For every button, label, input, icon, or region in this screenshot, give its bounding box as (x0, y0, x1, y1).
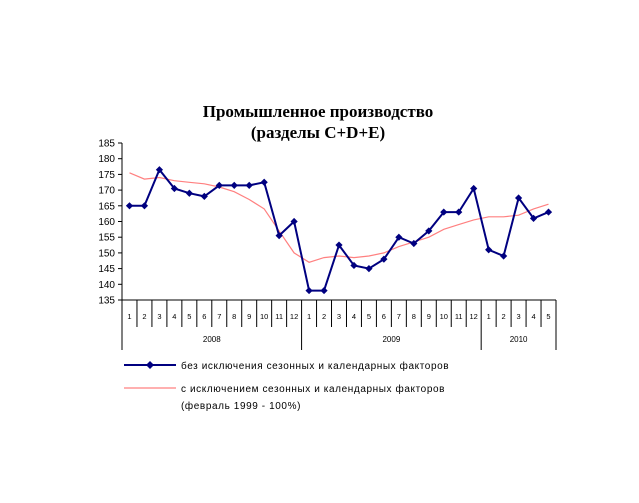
x-tick-label: 4 (531, 312, 535, 321)
data-point-marker (305, 286, 313, 295)
year-label: 2009 (382, 335, 400, 344)
data-point-marker (380, 255, 388, 263)
data-point-marker (455, 208, 463, 216)
x-tick-label: 2 (142, 312, 146, 321)
x-tick-label: 3 (337, 312, 341, 321)
series-unadjusted-markers (125, 166, 553, 295)
data-point-marker (335, 241, 343, 249)
x-tick-label: 10 (260, 312, 268, 321)
chart-title-line-1: Промышленное производство (203, 102, 434, 121)
y-tick-label: 175 (98, 170, 115, 181)
x-tick-label: 12 (470, 312, 478, 321)
data-point-marker (544, 208, 553, 216)
x-tick-label: 4 (172, 312, 176, 321)
y-tick-label: 180 (98, 154, 115, 165)
data-point-marker (425, 227, 433, 235)
data-point-marker (260, 178, 268, 186)
x-tick-label: 3 (157, 312, 161, 321)
x-tick-label: 1 (487, 312, 491, 321)
x-tick-label: 11 (275, 312, 283, 321)
x-tick-label: 7 (217, 312, 221, 321)
x-tick-label: 8 (232, 312, 236, 321)
legend-label-adjusted-base: (февраль 1999 - 100%) (181, 400, 301, 412)
x-tick-label: 11 (455, 312, 463, 321)
legend-unadjusted-marker (146, 361, 154, 369)
legend: без исключения сезонных и календарных фа… (124, 360, 449, 412)
data-point-marker (125, 202, 134, 210)
y-tick-label: 150 (98, 248, 115, 259)
x-tick-label: 4 (352, 312, 356, 321)
data-point-marker (275, 232, 283, 240)
series-unadjusted-line (129, 167, 549, 292)
data-point-marker (365, 265, 373, 273)
data-point-marker (215, 181, 223, 189)
series-seasonally-adjusted-line (129, 172, 549, 263)
data-point-marker (320, 286, 328, 295)
x-tick-label: 5 (546, 312, 550, 321)
y-tick-label: 155 (98, 233, 115, 244)
data-point-marker (410, 239, 418, 248)
data-point-marker (230, 181, 238, 189)
x-tick-label: 2 (322, 312, 326, 321)
data-point-marker (170, 184, 178, 193)
x-tick-label: 6 (202, 312, 206, 321)
data-point-marker (245, 181, 253, 189)
x-tick-label: 9 (247, 312, 251, 321)
y-tick-label: 160 (98, 217, 115, 228)
year-label: 2010 (510, 335, 528, 344)
chart-title-line-2: (разделы C+D+E) (251, 123, 385, 142)
y-tick-label: 135 (98, 296, 115, 307)
legend-label-adjusted: с исключением сезонных и календарных фак… (181, 383, 445, 395)
x-tick-label: 9 (427, 312, 431, 321)
year-label: 2008 (203, 335, 221, 344)
data-point-marker (155, 166, 164, 174)
y-tick-label: 170 (98, 186, 115, 197)
x-tick-label: 8 (412, 312, 416, 321)
y-tick-label: 140 (98, 280, 115, 291)
data-point-marker (485, 246, 493, 254)
data-point-marker (350, 261, 358, 270)
data-point-marker (290, 217, 298, 226)
data-point-marker (440, 208, 448, 216)
data-point-marker (185, 189, 193, 197)
x-tick-label: 5 (367, 312, 371, 321)
y-tick-label: 145 (98, 264, 115, 275)
x-tick-label: 10 (440, 312, 448, 321)
data-point-marker (200, 192, 208, 200)
data-point-marker (500, 252, 508, 260)
x-tick-label: 2 (502, 312, 506, 321)
x-tick-label: 1 (307, 312, 311, 321)
y-axis: 135 140 145 150 155 160 165 170 175 180 185 (98, 139, 123, 307)
data-point-marker (470, 184, 478, 193)
y-tick-label: 185 (98, 139, 115, 150)
x-tick-label: 6 (382, 312, 386, 321)
legend-label-unadjusted: без исключения сезонных и календарных фа… (181, 360, 449, 372)
x-tick-label: 3 (517, 312, 521, 321)
data-point-marker (140, 202, 149, 210)
x-tick-label: 12 (290, 312, 298, 321)
data-point-marker (529, 214, 538, 222)
data-point-marker (395, 233, 403, 241)
x-tick-label: 7 (397, 312, 401, 321)
y-tick-label: 165 (98, 201, 115, 212)
x-tick-label: 5 (187, 312, 191, 321)
data-point-marker (514, 194, 523, 202)
x-tick-label: 1 (127, 312, 131, 321)
